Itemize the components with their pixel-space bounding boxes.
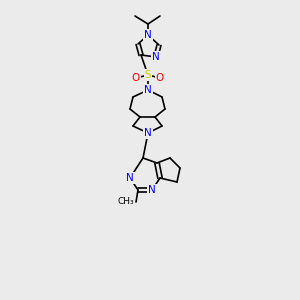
Text: S: S	[145, 70, 151, 80]
Text: N: N	[126, 173, 134, 183]
Text: O: O	[132, 73, 140, 83]
Text: N: N	[152, 52, 160, 62]
Text: N: N	[144, 85, 152, 95]
Text: CH₃: CH₃	[117, 197, 134, 206]
Text: N: N	[144, 128, 152, 138]
Text: N: N	[148, 185, 156, 195]
Text: N: N	[144, 30, 152, 40]
Text: O: O	[156, 73, 164, 83]
